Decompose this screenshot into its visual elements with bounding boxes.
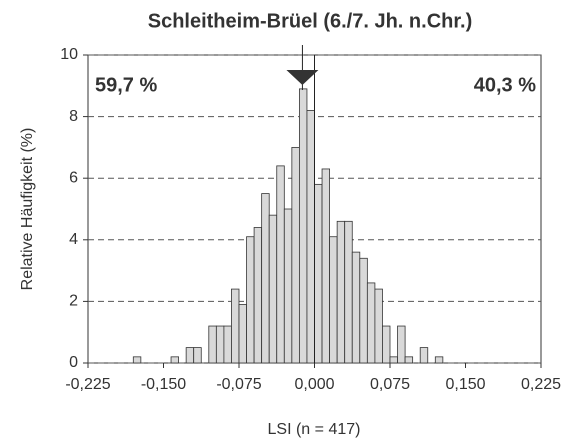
y-axis-label: Relative Häufigkeit (%) bbox=[19, 128, 36, 291]
x-tick-label: 0,150 bbox=[445, 376, 485, 393]
x-tick-label: -0,075 bbox=[216, 376, 261, 393]
bar bbox=[336, 220, 346, 364]
x-tick-label: 0,225 bbox=[521, 376, 561, 393]
bar bbox=[132, 356, 142, 364]
bar bbox=[238, 304, 247, 364]
bar bbox=[193, 347, 202, 364]
bar bbox=[223, 325, 232, 364]
y-tick-label: 8 bbox=[69, 108, 78, 125]
y-tick-label: 2 bbox=[69, 293, 78, 310]
bar bbox=[231, 288, 240, 364]
y-tick-label: 0 bbox=[69, 354, 78, 371]
bar bbox=[344, 220, 353, 364]
bar bbox=[170, 356, 180, 364]
bar bbox=[268, 214, 278, 364]
bar bbox=[404, 356, 414, 364]
bar bbox=[321, 168, 330, 364]
bar bbox=[298, 88, 308, 364]
bar bbox=[329, 236, 338, 364]
bar bbox=[366, 282, 376, 364]
x-tick-label: 0,000 bbox=[294, 376, 334, 393]
bar bbox=[434, 356, 444, 364]
bar bbox=[261, 193, 270, 364]
x-tick-label: 0,075 bbox=[370, 376, 410, 393]
bar bbox=[419, 347, 429, 364]
annotation: 59,7 % bbox=[95, 74, 157, 96]
x-axis-label: LSI (n = 417) bbox=[268, 421, 361, 438]
bar bbox=[314, 183, 323, 364]
bar bbox=[276, 165, 285, 364]
annotation: 40,3 % bbox=[474, 74, 536, 96]
bar bbox=[389, 356, 398, 364]
bar bbox=[215, 325, 225, 364]
bar bbox=[359, 257, 368, 364]
bar bbox=[283, 208, 293, 364]
bar bbox=[397, 325, 406, 364]
bar bbox=[306, 110, 315, 364]
bar bbox=[208, 325, 217, 364]
marker-arrow bbox=[286, 70, 319, 85]
y-tick-label: 4 bbox=[69, 231, 78, 248]
chart-title: Schleitheim-Brüel (6./7. Jh. n.Chr.) bbox=[148, 10, 473, 32]
y-tick-label: 6 bbox=[69, 169, 78, 186]
bar bbox=[253, 227, 263, 364]
bar bbox=[374, 288, 383, 364]
x-tick-label: -0,150 bbox=[141, 376, 186, 393]
y-tick-label: 10 bbox=[60, 46, 78, 63]
bar bbox=[246, 236, 255, 364]
bar bbox=[351, 251, 361, 364]
bar bbox=[185, 347, 195, 364]
bar bbox=[291, 146, 300, 364]
bar bbox=[382, 325, 391, 364]
x-tick-label: -0,225 bbox=[65, 376, 110, 393]
